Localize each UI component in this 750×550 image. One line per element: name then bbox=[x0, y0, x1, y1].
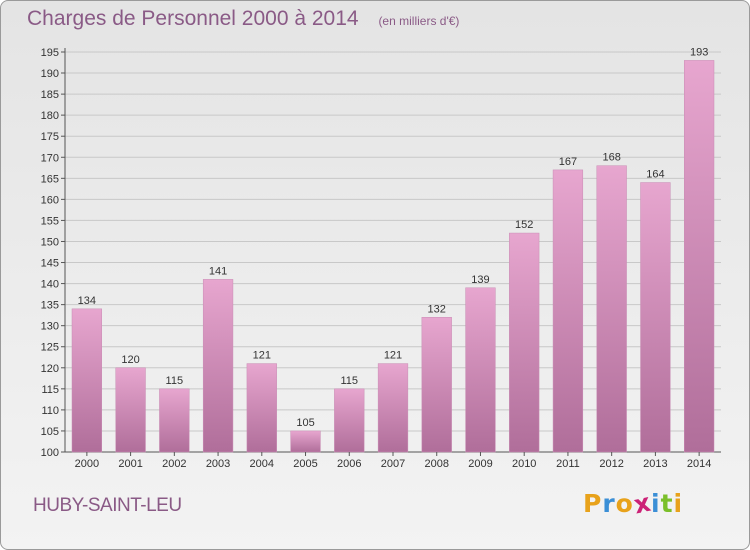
bar bbox=[202, 279, 234, 453]
chart-title: Charges de Personnel 2000 à 2014 bbox=[27, 7, 359, 30]
bar bbox=[159, 388, 190, 453]
x-tick-label: 2012 bbox=[599, 458, 623, 470]
data-label: 164 bbox=[646, 169, 664, 181]
y-tick-label: 165 bbox=[41, 173, 59, 185]
y-tick-label: 195 bbox=[41, 47, 59, 59]
y-tick-label: 155 bbox=[41, 215, 59, 227]
y-tick-label: 170 bbox=[41, 152, 59, 164]
y-tick-label: 115 bbox=[41, 384, 59, 396]
bar bbox=[377, 363, 409, 453]
data-label: 167 bbox=[559, 156, 577, 168]
data-label: 134 bbox=[78, 295, 96, 307]
x-tick-label: 2011 bbox=[556, 458, 580, 470]
data-label: 105 bbox=[296, 417, 314, 429]
chart-subtitle: (en milliers d'€) bbox=[378, 14, 460, 28]
bar bbox=[421, 317, 452, 453]
y-tick-label: 125 bbox=[41, 342, 59, 354]
data-label: 193 bbox=[690, 46, 708, 58]
y-tick-label: 135 bbox=[41, 300, 59, 312]
x-tick-label: 2006 bbox=[337, 458, 361, 470]
logo-letter: o bbox=[615, 489, 634, 518]
bar bbox=[552, 169, 584, 453]
data-label: 121 bbox=[384, 350, 402, 362]
y-tick-label: 175 bbox=[41, 131, 59, 143]
y-tick-label: 190 bbox=[41, 68, 59, 80]
y-tick-label: 130 bbox=[41, 321, 59, 333]
data-label: 115 bbox=[340, 375, 358, 387]
bar bbox=[290, 430, 321, 453]
data-label: 139 bbox=[471, 274, 489, 286]
y-tick-label: 105 bbox=[41, 426, 59, 438]
bar bbox=[334, 388, 365, 453]
x-tick-label: 2002 bbox=[162, 458, 186, 470]
data-label: 141 bbox=[209, 265, 227, 277]
data-label: 132 bbox=[428, 303, 446, 315]
y-tick-label: 145 bbox=[41, 258, 59, 270]
logo-letter: P bbox=[583, 489, 603, 518]
bar bbox=[115, 367, 146, 453]
bar bbox=[509, 232, 540, 453]
data-label: 115 bbox=[166, 375, 184, 387]
x-tick-label: 2003 bbox=[206, 458, 230, 470]
x-tick-label: 2005 bbox=[293, 458, 317, 470]
logo-letter: i bbox=[651, 489, 661, 518]
bar bbox=[465, 287, 496, 453]
x-tick-label: 2010 bbox=[512, 458, 536, 470]
data-label: 168 bbox=[602, 152, 620, 164]
bar bbox=[246, 363, 277, 453]
x-tick-label: 2013 bbox=[643, 458, 667, 470]
y-tick-label: 185 bbox=[41, 89, 59, 101]
x-tick-label: 2000 bbox=[75, 458, 99, 470]
y-tick-label: 120 bbox=[41, 363, 59, 375]
logo-letter: t bbox=[660, 489, 674, 518]
y-tick-label: 150 bbox=[41, 236, 59, 248]
logo-letter: r bbox=[602, 489, 616, 518]
x-tick-label: 2014 bbox=[687, 458, 711, 470]
data-label: 120 bbox=[121, 354, 139, 366]
x-tick-label: 2007 bbox=[381, 458, 405, 470]
bar bbox=[596, 165, 627, 453]
chart-title-group: Charges de Personnel 2000 à 2014 (en mil… bbox=[27, 7, 459, 31]
x-tick-label: 2004 bbox=[250, 458, 274, 470]
data-label: 152 bbox=[515, 219, 533, 231]
y-tick-label: 160 bbox=[41, 194, 59, 206]
data-label: 121 bbox=[253, 350, 271, 362]
commune-name: HUBY-SAINT-LEU bbox=[33, 495, 182, 516]
bar bbox=[71, 308, 102, 453]
y-tick-label: 110 bbox=[41, 405, 59, 417]
logo-letter: i bbox=[673, 489, 684, 518]
bar bbox=[684, 60, 715, 453]
bar bbox=[640, 182, 671, 453]
y-tick-label: 180 bbox=[41, 110, 59, 122]
y-tick-label: 140 bbox=[41, 279, 59, 291]
proxiti-logo: Proxiti bbox=[583, 488, 684, 520]
x-tick-label: 2001 bbox=[118, 458, 142, 470]
x-tick-label: 2008 bbox=[424, 458, 448, 470]
y-tick-label: 100 bbox=[41, 447, 59, 459]
x-tick-label: 2009 bbox=[468, 458, 492, 470]
